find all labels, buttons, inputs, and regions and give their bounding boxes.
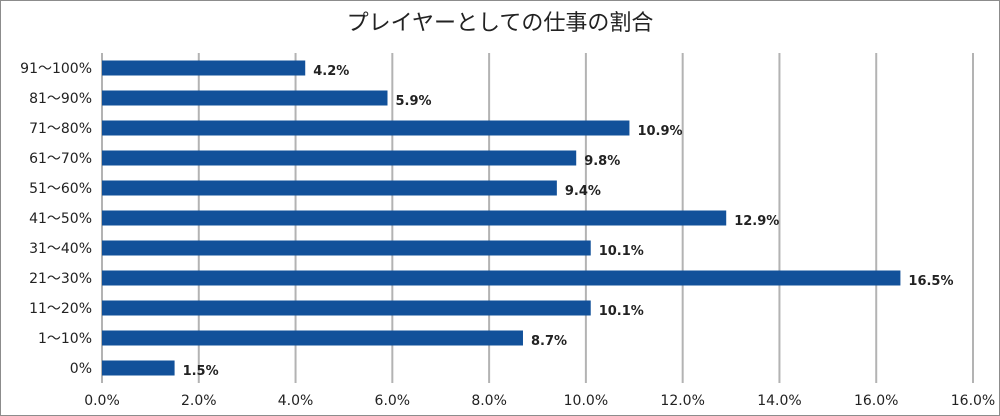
category-label: 61〜70% bbox=[29, 151, 92, 167]
bar bbox=[102, 240, 591, 256]
bar bbox=[102, 150, 577, 166]
x-tick-label: 14.0% bbox=[757, 393, 801, 409]
data-label: 4.2% bbox=[313, 64, 349, 79]
category-label: 51〜60% bbox=[29, 181, 92, 197]
bar bbox=[102, 180, 557, 196]
data-label: 8.7% bbox=[531, 334, 567, 349]
category-label: 11〜20% bbox=[29, 301, 92, 317]
data-label: 1.5% bbox=[183, 364, 219, 379]
x-tick-label: 16.0% bbox=[951, 393, 995, 409]
category-label: 0% bbox=[70, 361, 92, 377]
data-label: 12.9% bbox=[734, 214, 779, 229]
bar bbox=[102, 60, 306, 76]
bar bbox=[102, 210, 727, 226]
data-label: 10.1% bbox=[599, 244, 644, 259]
bar bbox=[102, 300, 591, 316]
data-label: 5.9% bbox=[395, 94, 431, 109]
data-label: 10.9% bbox=[637, 124, 682, 139]
bar bbox=[102, 270, 901, 286]
bar bbox=[102, 360, 175, 376]
x-tick-label: 2.0% bbox=[181, 393, 217, 409]
bar bbox=[102, 90, 388, 106]
data-label: 9.4% bbox=[565, 184, 601, 199]
category-label: 31〜40% bbox=[29, 241, 92, 257]
category-label: 81〜90% bbox=[29, 91, 92, 107]
x-tick-label: 10.0% bbox=[564, 393, 608, 409]
x-tick-label: 8.0% bbox=[471, 393, 507, 409]
category-label: 21〜30% bbox=[29, 271, 92, 287]
category-label: 1〜10% bbox=[38, 331, 92, 347]
data-label: 10.1% bbox=[599, 304, 644, 319]
bar bbox=[102, 330, 523, 346]
chart-title: プレイヤーとしての仕事の割合 bbox=[347, 11, 654, 36]
x-tick-label: 6.0% bbox=[375, 393, 411, 409]
bar bbox=[102, 120, 630, 136]
data-label: 9.8% bbox=[584, 154, 620, 169]
x-tick-label: 4.0% bbox=[278, 393, 314, 409]
category-label: 71〜80% bbox=[29, 121, 92, 137]
category-label: 41〜50% bbox=[29, 211, 92, 227]
x-tick-label: 16.0% bbox=[854, 393, 898, 409]
x-tick-label: 12.0% bbox=[660, 393, 704, 409]
data-label: 16.5% bbox=[908, 274, 953, 289]
category-label: 91〜100% bbox=[20, 61, 92, 77]
x-tick-label: 0.0% bbox=[84, 393, 120, 409]
